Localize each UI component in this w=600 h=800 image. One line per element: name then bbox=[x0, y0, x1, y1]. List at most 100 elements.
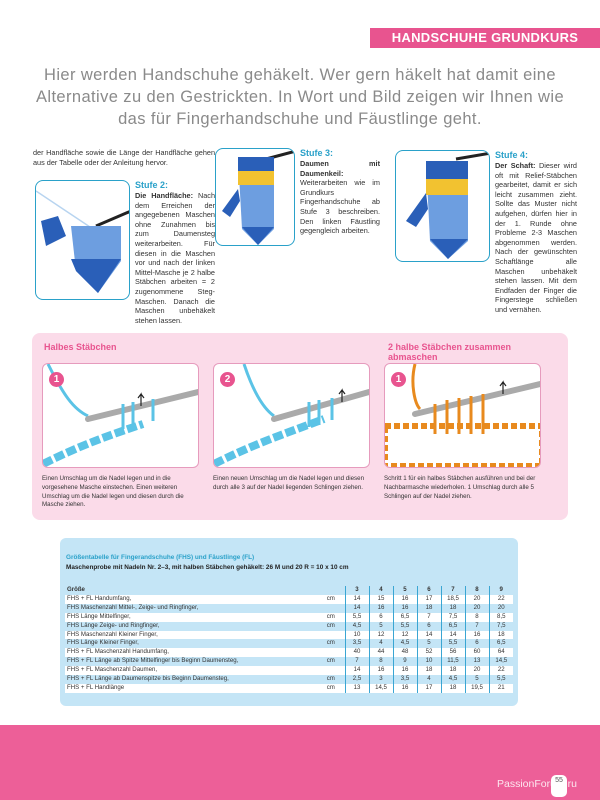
page-number: 55 bbox=[551, 775, 567, 797]
value-cell: 12 bbox=[368, 630, 393, 640]
value-cell: 8 bbox=[368, 657, 393, 667]
value-cell: 64 bbox=[488, 648, 513, 658]
crochet-step-panel: 1 bbox=[42, 363, 199, 468]
value-cell: 48 bbox=[392, 648, 417, 658]
size-table-box: Größentabelle für Fingerandschuhe (FHS) … bbox=[60, 538, 518, 706]
row-label: FHS + FL Länge ab Spitze Mittelfinger bi… bbox=[65, 657, 317, 667]
value-cell: 8 bbox=[464, 586, 489, 595]
value-cell: 5 bbox=[392, 586, 417, 595]
stufe4-text: Stufe 4: Der Schaft: Dieser wird oft mit … bbox=[495, 150, 577, 315]
stufe3-text: Stufe 3: Daumen mit Daumenkeil: Weiterarb… bbox=[300, 148, 380, 236]
value-cell: 14 bbox=[416, 630, 441, 640]
value-cell: 10 bbox=[416, 657, 441, 667]
stufe4-bold: Der Schaft: bbox=[495, 161, 536, 170]
stufe3-body: Weiterarbeiten wie im Grundkurs Fingerha… bbox=[300, 178, 380, 236]
value-cell: 6 bbox=[368, 612, 393, 622]
unit-cell bbox=[317, 603, 345, 613]
value-cell: 16 bbox=[464, 630, 489, 640]
unit-cell: cm bbox=[317, 657, 345, 667]
value-cell: 17 bbox=[416, 683, 441, 693]
value-cell: 14 bbox=[344, 594, 369, 604]
crochet-step-text: Schritt 1 für ein halbes Stäbchen ausfüh… bbox=[384, 475, 536, 500]
value-cell: 4 bbox=[368, 639, 393, 649]
value-cell: 56 bbox=[440, 648, 465, 658]
value-cell: 52 bbox=[416, 648, 441, 658]
crochet-step-panel: 1 bbox=[384, 363, 541, 468]
table-row: FHS Länge Kleiner Finger, cm 3,5 4 4,5 5 5,5 6 6… bbox=[65, 639, 513, 649]
table-row: FHS + FL Maschenzahl Handumfang, 40 44 48 52… bbox=[65, 648, 513, 658]
value-cell: 18 bbox=[440, 666, 465, 676]
column-lead-text: der Handfläche sowie die Länge der Handf… bbox=[33, 148, 215, 167]
value-cell: 6,5 bbox=[488, 639, 513, 649]
value-cell: 18 bbox=[416, 666, 441, 676]
value-cell: 3 bbox=[344, 586, 369, 595]
value-cell: 16 bbox=[392, 594, 417, 604]
row-label: FHS Länge Kleiner Finger, bbox=[65, 639, 317, 649]
table-row: FHS + FL Maschenzahl Daumen, 14 16 16 18 18 20… bbox=[65, 666, 513, 676]
table-row: FHS Maschenzahl Kleiner Finger, 10 12 12 14 1… bbox=[65, 630, 513, 640]
value-cell: 16 bbox=[368, 666, 393, 676]
value-cell: 22 bbox=[488, 666, 513, 676]
table-title: Größentabelle für Fingerandschuhe (FHS) … bbox=[66, 554, 255, 561]
value-cell: 14 bbox=[344, 666, 369, 676]
stufe3-bold: Daumen mit Daumenkeil: bbox=[300, 159, 380, 178]
stufe4-body: Dieser wird oft mit Relief-Stäbchen gear… bbox=[495, 161, 577, 314]
unit-cell bbox=[317, 648, 345, 658]
value-cell: 5,5 bbox=[392, 621, 417, 631]
value-cell: 9 bbox=[488, 586, 513, 595]
value-cell: 4,5 bbox=[392, 639, 417, 649]
value-cell: 22 bbox=[488, 594, 513, 604]
table-row: FHS Maschenzahl Mittel-, Zeige- und Ring… bbox=[65, 603, 513, 613]
value-cell: 4,5 bbox=[440, 675, 465, 684]
photo-stufe3 bbox=[215, 148, 295, 246]
step-number: 1 bbox=[49, 372, 64, 387]
photo-stufe4 bbox=[395, 150, 490, 262]
value-cell: 6,5 bbox=[440, 621, 465, 631]
value-cell: 13 bbox=[344, 683, 369, 693]
value-cell: 7,5 bbox=[440, 612, 465, 622]
unit-cell: cm bbox=[317, 612, 345, 622]
value-cell: 7 bbox=[344, 657, 369, 667]
stufe2-bold: Die Handfläche: bbox=[135, 191, 194, 200]
value-cell: 6,5 bbox=[392, 612, 417, 622]
row-label: FHS + FL Maschenzahl Daumen, bbox=[65, 666, 317, 676]
value-cell: 12 bbox=[392, 630, 417, 640]
value-cell: 8,5 bbox=[488, 612, 513, 622]
value-cell: 15 bbox=[368, 594, 393, 604]
value-cell: 5 bbox=[368, 621, 393, 631]
value-cell: 8 bbox=[464, 612, 489, 622]
crochet-step-text: Einen neuen Umschlag um die Nadel legen … bbox=[213, 475, 365, 491]
value-cell: 60 bbox=[464, 648, 489, 658]
value-cell: 3,5 bbox=[344, 639, 369, 649]
row-label: FHS Länge Zeige- und Ringfinger, bbox=[65, 621, 317, 631]
unit-cell bbox=[317, 630, 345, 640]
row-label: Größe bbox=[65, 586, 317, 595]
value-cell: 7 bbox=[464, 621, 489, 631]
row-label: FHS + FL Maschenzahl Handumfang, bbox=[65, 648, 317, 658]
value-cell: 9 bbox=[392, 657, 417, 667]
value-cell: 40 bbox=[344, 648, 369, 658]
crochet-title-left: Halbes Stäbchen bbox=[44, 342, 117, 352]
value-cell: 6 bbox=[416, 621, 441, 631]
value-cell: 18 bbox=[440, 683, 465, 693]
table-row: FHS + FL Länge ab Daumenspitze bis Begin… bbox=[65, 675, 513, 684]
unit-cell: cm bbox=[317, 683, 345, 693]
step-number: 2 bbox=[220, 372, 235, 387]
value-cell: 20 bbox=[464, 666, 489, 676]
row-label: FHS + FL Länge ab Daumenspitze bis Begin… bbox=[65, 675, 317, 684]
value-cell: 4 bbox=[416, 675, 441, 684]
table-subtitle: Maschenprobe mit Nadeln Nr. 2–3, mit hal… bbox=[66, 564, 349, 571]
unit-cell bbox=[317, 586, 345, 595]
value-cell: 14 bbox=[440, 630, 465, 640]
stufe3-title: Stufe 3: bbox=[300, 148, 334, 158]
stufe2-title: Stufe 2: bbox=[135, 180, 169, 190]
value-cell: 18 bbox=[488, 630, 513, 640]
unit-cell bbox=[317, 666, 345, 676]
photo-stufe2 bbox=[35, 180, 130, 300]
stufe2-text: Stufe 2: Die Handfläche: Nach dem Erreich… bbox=[135, 180, 215, 325]
value-cell: 3,5 bbox=[392, 675, 417, 684]
value-cell: 20 bbox=[488, 603, 513, 613]
stufe4-title: Stufe 4: bbox=[495, 150, 529, 160]
crochet-title-right: 2 halbe Stäbchen zusammen abmaschen bbox=[388, 342, 512, 362]
value-cell: 11,5 bbox=[440, 657, 465, 667]
